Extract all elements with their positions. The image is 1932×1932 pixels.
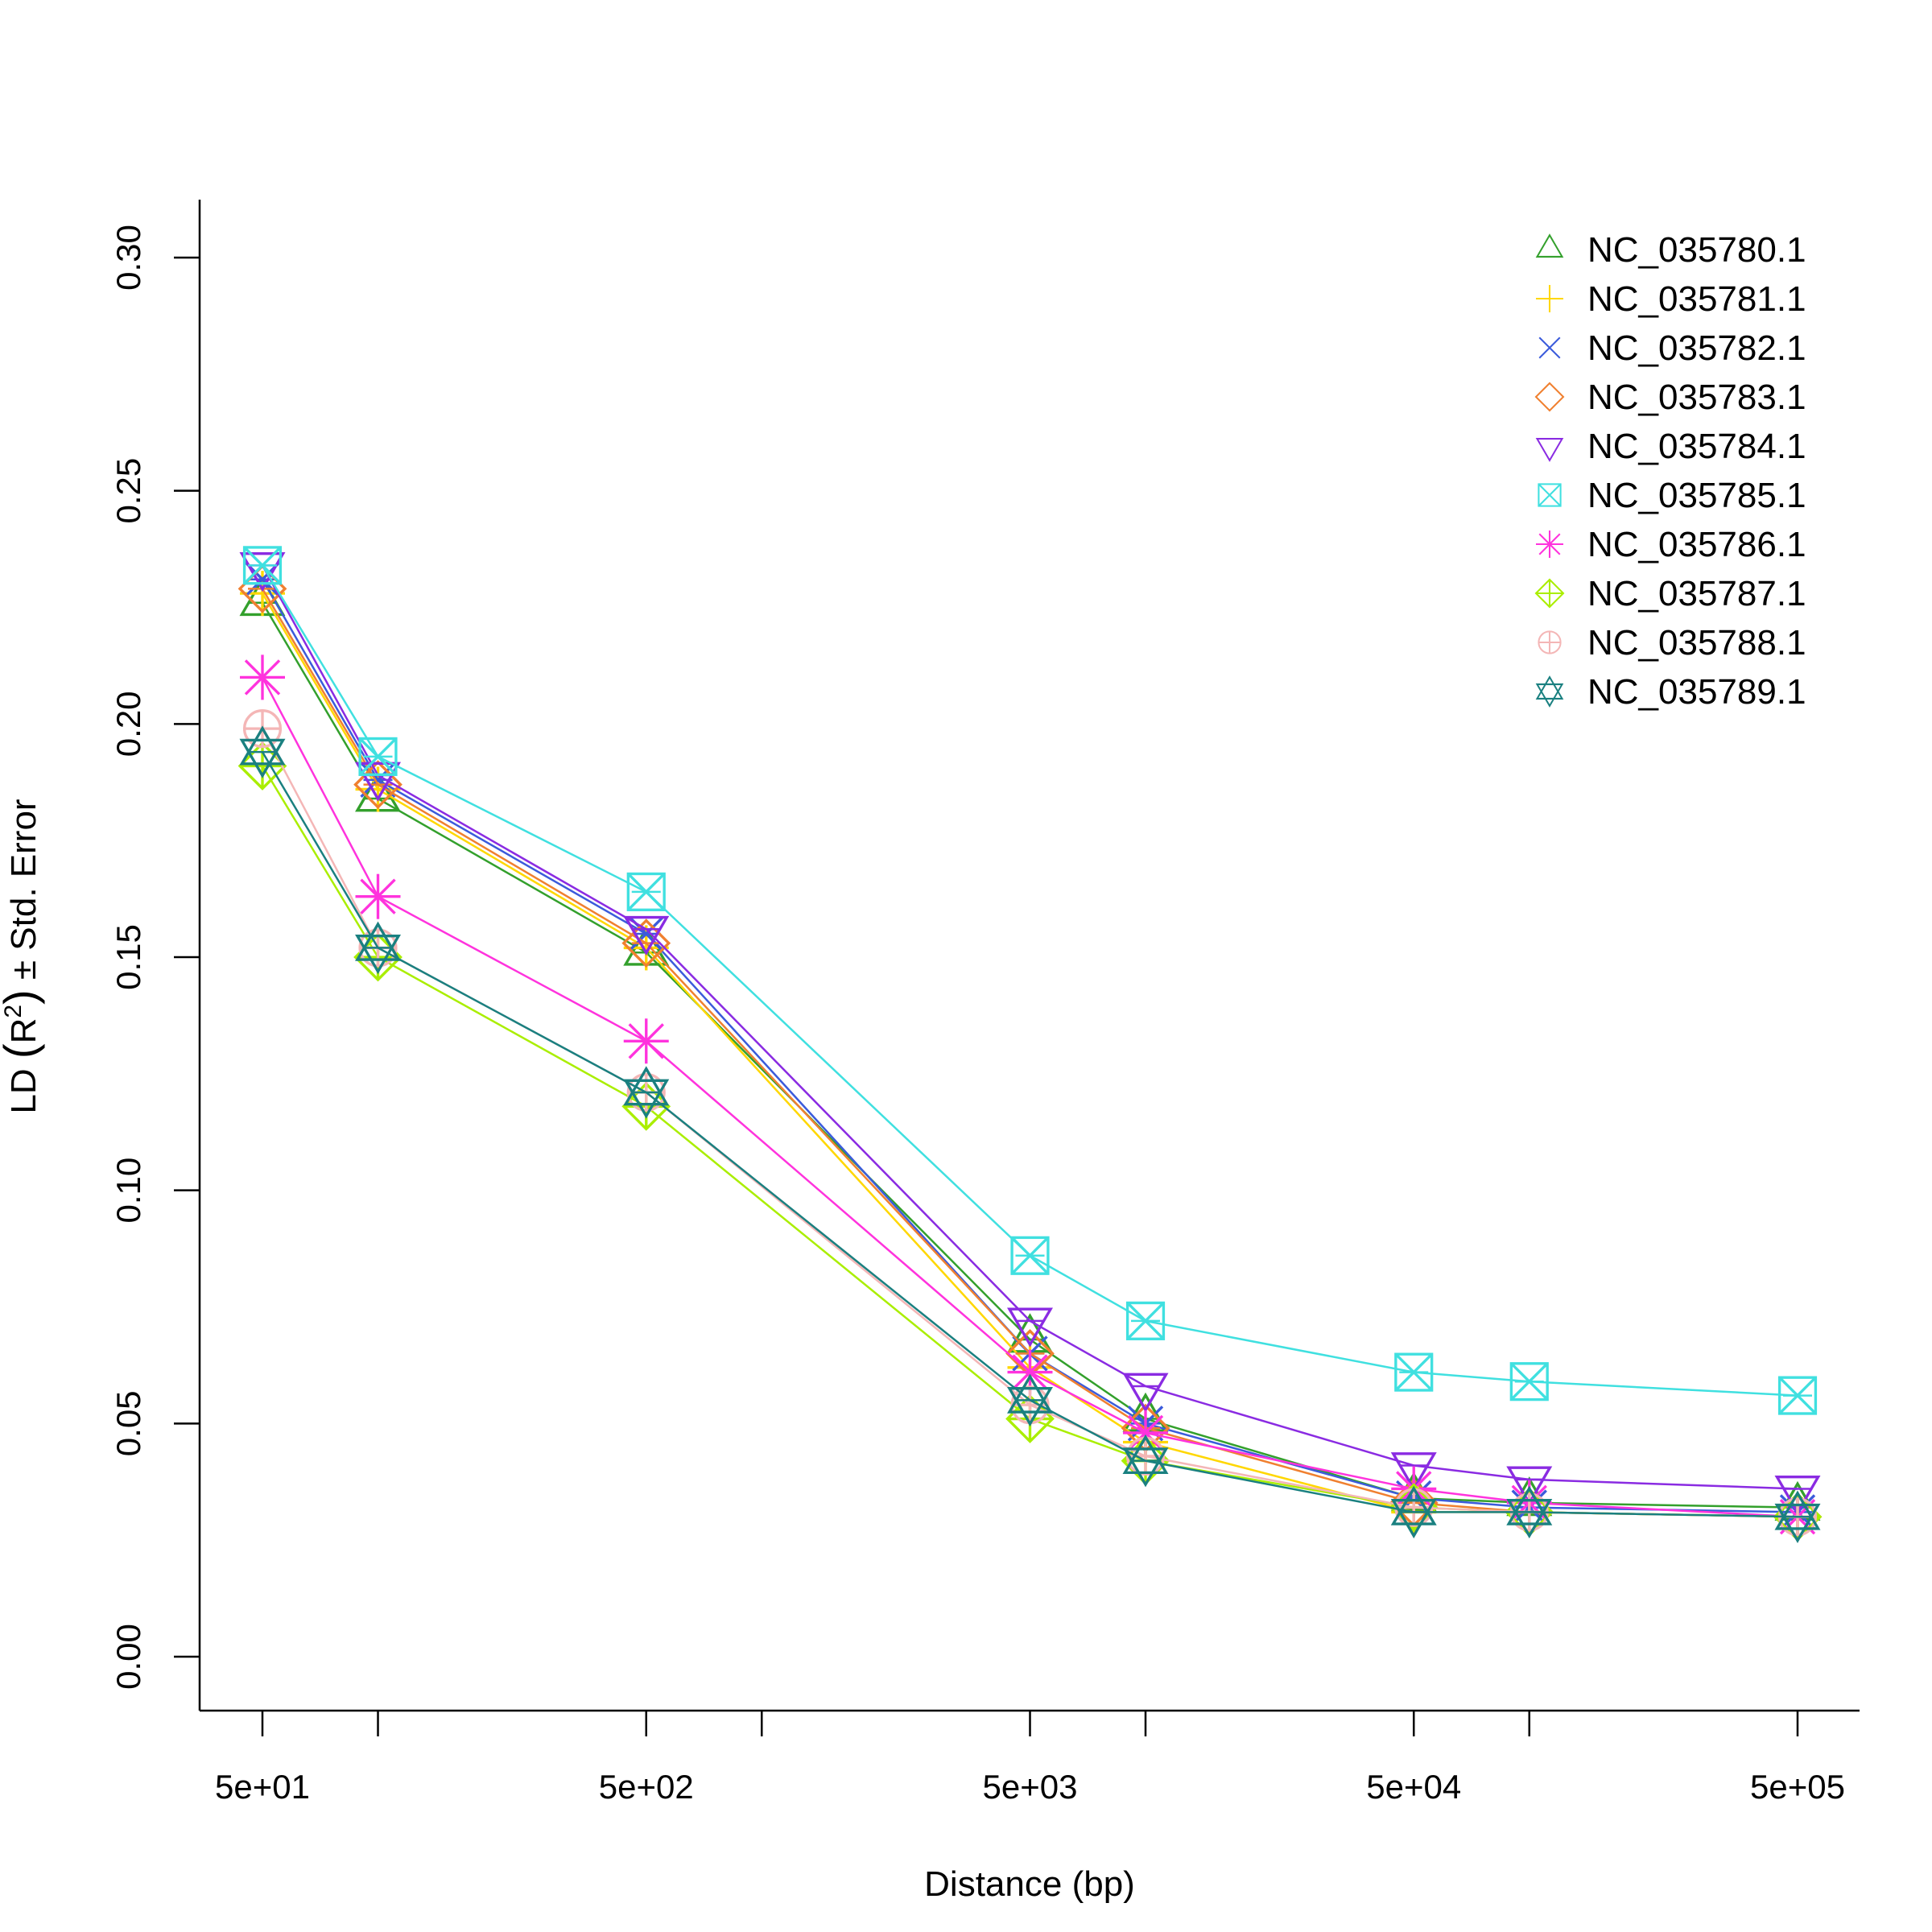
legend-item: NC_035784.1 (1535, 427, 1806, 466)
data-point (240, 654, 285, 700)
y-tick-label: 0.00 (109, 1624, 147, 1690)
y-tick-label: 0.30 (109, 225, 147, 291)
legend: NC_035780.1 NC_035781.1 NC_035782.1 NC_0357… (1534, 230, 1806, 712)
legend-marker (1536, 530, 1563, 558)
legend-label: NC_035785.1 (1587, 476, 1806, 515)
series-line (261, 579, 1798, 1513)
y-axis-title-base: R (4, 1018, 43, 1044)
data-point (1509, 1362, 1549, 1402)
x-ticks: 5e+01 5e+02 5e+03 5e+04 5e+05 (215, 1711, 1845, 1806)
legend-item: NC_035785.1 (1538, 476, 1806, 515)
legend-label: NC_035781.1 (1587, 279, 1806, 319)
data-point (1394, 1488, 1434, 1527)
x-tick-label: 5e+01 (215, 1768, 310, 1806)
data-point (1774, 1490, 1821, 1543)
x-axis-title: Distance (bp) (924, 1864, 1135, 1904)
y-axis-title-superscript: 2 (0, 1005, 27, 1018)
y-axis-title-suffix: ± Std. Error (4, 799, 43, 989)
legend-marker (1538, 336, 1561, 359)
data-point (1122, 1373, 1169, 1413)
plot-area (237, 546, 1823, 1543)
series-line (261, 564, 1798, 1490)
legend-item: NC_035782.1 (1538, 328, 1806, 368)
legend-marker (1538, 630, 1562, 654)
legend-item: NC_035783.1 (1534, 378, 1806, 417)
y-axis-title-open-paren: ( (0, 1043, 45, 1059)
data-point (242, 546, 283, 585)
data-point (623, 1066, 670, 1119)
data-point (1125, 1436, 1166, 1476)
legend-label: NC_035783.1 (1587, 378, 1806, 417)
legend-label: NC_035788.1 (1587, 623, 1806, 663)
legend-label: NC_035787.1 (1587, 574, 1806, 613)
data-point (355, 873, 401, 919)
data-point (239, 725, 286, 778)
legend-label: NC_035782.1 (1587, 328, 1806, 368)
series-NC_035789.1 (239, 725, 1821, 1543)
data-point (355, 921, 402, 975)
data-point (1010, 1236, 1050, 1275)
data-point (623, 915, 670, 956)
legend-item: NC_035789.1 (1535, 672, 1806, 712)
axes: 5e+01 5e+02 5e+03 5e+04 5e+05 0.000.050.100.… (109, 200, 1860, 1806)
x-tick-label: 5e+03 (983, 1768, 1078, 1806)
data-point (626, 872, 666, 911)
x-tick-label: 5e+04 (1366, 1768, 1461, 1806)
data-point (623, 1018, 669, 1064)
y-tick-label: 0.15 (109, 924, 147, 990)
data-point (1390, 1452, 1437, 1492)
legend-item: NC_035781.1 (1536, 279, 1806, 319)
x-tick-label: 5e+02 (599, 1768, 694, 1806)
series-line (261, 564, 1798, 1397)
data-point (1125, 1301, 1166, 1340)
legend-item: NC_035788.1 (1538, 623, 1806, 663)
data-point (239, 551, 286, 592)
legend-item: NC_035787.1 (1534, 574, 1806, 613)
legend-marker (1535, 675, 1564, 708)
data-point (353, 760, 402, 810)
data-point (1394, 1352, 1434, 1392)
data-point (1506, 1466, 1553, 1506)
y-axis-title-prefix: LD (4, 1059, 43, 1113)
legend-marker (1535, 438, 1564, 462)
data-point (1390, 1485, 1437, 1539)
series-NC_035784.1 (239, 551, 1821, 1516)
data-point (1007, 1349, 1053, 1395)
y-ticks: 0.00 0.05 0.10 0.15 0.20 0.25 0.30 (109, 225, 200, 1690)
legend-marker (1536, 285, 1563, 312)
series-line (261, 751, 1798, 1518)
data-point (1777, 1376, 1818, 1415)
data-point (1010, 1385, 1050, 1425)
data-point (358, 737, 398, 776)
y-tick-label: 0.20 (109, 691, 147, 757)
legend-label: NC_035784.1 (1587, 427, 1806, 466)
data-point (621, 919, 671, 968)
data-point (1774, 1476, 1821, 1516)
y-axis-title: LD (R2) ± Std. Error (0, 799, 45, 1113)
legend-label: NC_035780.1 (1587, 230, 1806, 270)
legend-label: NC_035789.1 (1587, 672, 1806, 712)
legend-item: NC_035780.1 (1535, 230, 1806, 270)
series-NC_035785.1 (242, 546, 1818, 1415)
y-axis-title-close-paren: ) (0, 989, 45, 1005)
y-tick-label: 0.10 (109, 1158, 147, 1224)
legend-item: NC_035786.1 (1536, 525, 1806, 564)
legend-marker (1534, 382, 1565, 412)
legend-marker (1535, 233, 1564, 258)
legend-marker (1534, 578, 1565, 609)
legend-label: NC_035786.1 (1587, 525, 1806, 564)
legend-marker (1538, 483, 1562, 507)
data-point (1007, 1307, 1053, 1348)
data-point (355, 762, 402, 802)
data-point (1007, 1373, 1053, 1427)
y-tick-label: 0.05 (109, 1390, 147, 1456)
y-tick-label: 0.25 (109, 458, 147, 524)
data-point (1122, 1434, 1169, 1488)
data-point (1506, 1485, 1553, 1539)
x-tick-label: 5e+05 (1750, 1768, 1845, 1806)
